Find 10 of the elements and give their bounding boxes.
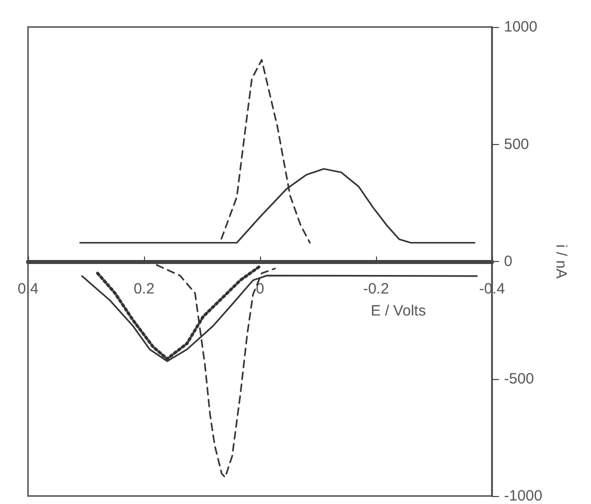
y-tick-label: 1000 <box>504 18 538 36</box>
y-tick-label: 500 <box>504 136 530 153</box>
x-tick-label: -0.2 <box>363 280 389 298</box>
x-axis-title: E / Volts <box>370 302 426 320</box>
x-tick-label: 0 <box>256 280 264 298</box>
y-tick-label: -1000 <box>504 488 542 504</box>
y-tick-label: 0 <box>504 253 512 270</box>
y-tick-label: -500 <box>504 370 534 388</box>
y-axis-title: i / nA <box>552 244 570 279</box>
x-tick-label: 0.2 <box>134 280 154 298</box>
